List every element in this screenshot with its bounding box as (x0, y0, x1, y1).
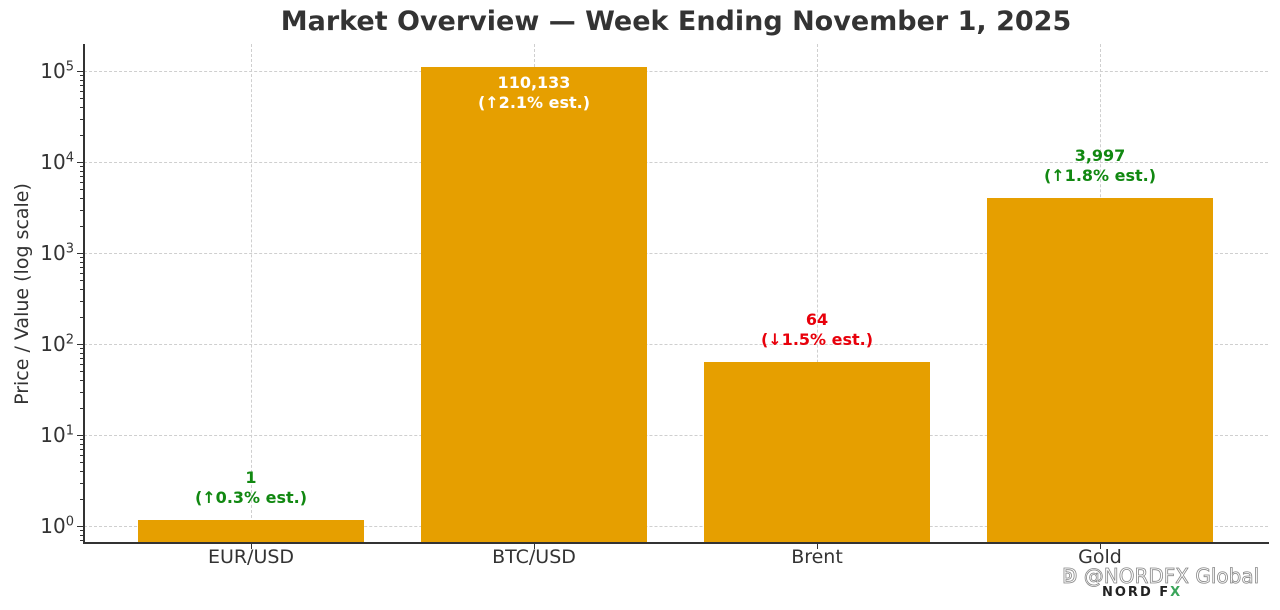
y-tick-label: 103 (40, 241, 74, 265)
y-minor-tick (80, 540, 83, 542)
bar-value-label: 3,997 (↑1.8% est.) (1043, 146, 1157, 186)
v-gridline (817, 44, 818, 543)
y-minor-tick (80, 209, 83, 211)
h-gridline (84, 526, 1268, 527)
plot-area: 1 (↑0.3% est.) 110,133 (↑2.1% est.) 64 (↓1.5%… (84, 44, 1268, 543)
y-minor-tick (80, 107, 83, 109)
y-minor-tick (80, 75, 83, 77)
y-axis-line (83, 44, 85, 544)
h-gridline (84, 253, 1268, 254)
y-minor-tick (80, 170, 83, 172)
y-major-tick (77, 344, 83, 345)
y-tick-label: 104 (40, 150, 74, 174)
y-minor-tick (80, 98, 83, 100)
y-major-tick (77, 526, 83, 527)
y-major-tick (77, 71, 83, 72)
y-tick-label: 105 (40, 59, 74, 83)
y-minor-tick (80, 530, 83, 532)
watermark-logo-icon: ↁ (1062, 564, 1084, 589)
y-minor-tick (80, 443, 83, 445)
y-minor-tick (80, 439, 83, 441)
bar-value-label: 110,133 (↑2.1% est.) (477, 73, 591, 113)
y-minor-tick (80, 118, 83, 120)
y-major-tick (77, 162, 83, 163)
watermark-handle-text: @NORDFX Global (1083, 564, 1260, 589)
watermark-logo-text: NORD F (1102, 585, 1171, 600)
x-tick-label: BTC/USD (492, 546, 576, 568)
y-minor-tick (80, 198, 83, 200)
y-minor-tick (80, 455, 83, 457)
v-gridline (251, 44, 252, 543)
watermark-logo: NORD FX (1102, 585, 1182, 600)
x-tick (534, 543, 535, 549)
y-minor-tick (80, 280, 83, 282)
y-minor-tick (80, 85, 83, 87)
y-axis-label: Price / Value (log scale) (11, 183, 33, 405)
y-major-tick (77, 435, 83, 436)
y-minor-tick (80, 300, 83, 302)
y-minor-tick (80, 358, 83, 360)
y-minor-tick (80, 225, 83, 227)
y-minor-tick (80, 498, 83, 500)
watermark-logo-x: X (1170, 585, 1183, 600)
bar-btcusd (421, 67, 647, 543)
y-minor-tick (80, 189, 83, 191)
y-minor-tick (80, 182, 83, 184)
y-minor-tick (80, 176, 83, 178)
y-minor-tick (80, 352, 83, 354)
watermark-handle: ↁ @NORDFX Global (1062, 564, 1260, 589)
y-minor-tick (80, 257, 83, 259)
y-minor-tick (80, 348, 83, 350)
bar-brent (704, 361, 930, 543)
y-minor-tick (80, 289, 83, 291)
y-minor-tick (80, 482, 83, 484)
y-minor-tick (80, 134, 83, 136)
y-minor-tick (80, 449, 83, 451)
chart-title: Market Overview — Week Ending November 1… (280, 6, 1072, 37)
y-minor-tick (80, 166, 83, 168)
bar-gold (987, 198, 1213, 543)
y-tick-label: 102 (40, 332, 74, 356)
y-minor-tick (80, 364, 83, 366)
y-minor-tick (80, 79, 83, 81)
y-minor-tick (80, 534, 83, 536)
y-minor-tick (80, 407, 83, 409)
x-tick-label: Brent (791, 546, 843, 568)
y-minor-tick (80, 91, 83, 93)
x-tick (817, 543, 818, 549)
y-minor-tick (80, 261, 83, 263)
y-minor-tick (80, 380, 83, 382)
y-minor-tick (80, 273, 83, 275)
x-tick-label: EUR/USD (207, 546, 295, 568)
h-gridline (84, 71, 1268, 72)
y-minor-tick (80, 316, 83, 318)
h-gridline (84, 344, 1268, 345)
h-gridline (84, 162, 1268, 163)
y-minor-tick (80, 267, 83, 269)
y-tick-label: 101 (40, 423, 74, 447)
y-minor-tick (80, 462, 83, 464)
x-tick-label: Gold (1078, 546, 1122, 568)
y-minor-tick (80, 391, 83, 393)
y-minor-tick (80, 471, 83, 473)
y-major-tick (77, 253, 83, 254)
x-tick (251, 543, 252, 549)
x-tick (1100, 543, 1101, 549)
bar-value-label: 64 (↓1.5% est.) (760, 309, 874, 349)
bar-value-label: 1 (↑0.3% est.) (194, 468, 308, 508)
x-axis-line (83, 542, 1269, 544)
h-gridline (84, 435, 1268, 436)
y-minor-tick (80, 371, 83, 373)
bar-eurusd (138, 520, 364, 543)
y-tick-label: 100 (40, 514, 74, 538)
